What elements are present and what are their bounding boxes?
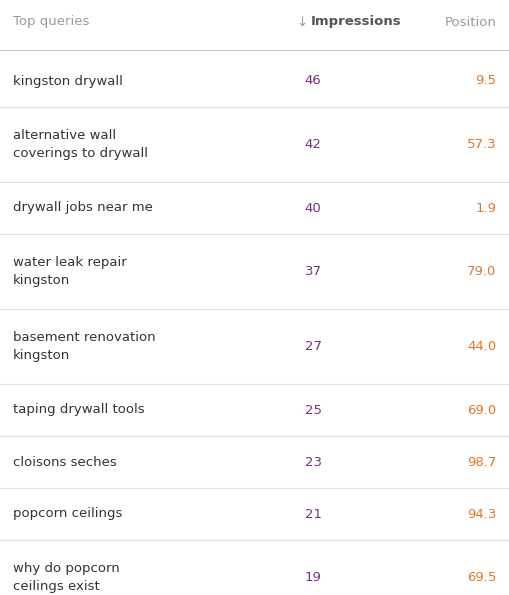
Text: 37: 37 [304,265,322,278]
Text: 79.0: 79.0 [467,265,496,278]
Text: water leak repair
kingston: water leak repair kingston [13,256,126,287]
Text: 27: 27 [304,340,322,353]
Text: 42: 42 [304,138,322,151]
Text: Impressions: Impressions [311,15,402,29]
Text: 19: 19 [304,571,322,584]
Text: 57.3: 57.3 [467,138,496,151]
Text: 9.5: 9.5 [475,74,496,87]
Text: alternative wall
coverings to drywall: alternative wall coverings to drywall [13,129,148,160]
Text: Position: Position [444,15,496,29]
Text: 44.0: 44.0 [467,340,496,353]
Text: 46: 46 [305,74,321,87]
Text: why do popcorn
ceilings exist: why do popcorn ceilings exist [13,562,120,593]
Text: basement renovation
kingston: basement renovation kingston [13,331,155,362]
Text: 25: 25 [304,403,322,416]
Text: 23: 23 [304,456,322,468]
Text: popcorn ceilings: popcorn ceilings [13,508,122,521]
Text: 1.9: 1.9 [475,202,496,215]
Text: Top queries: Top queries [13,15,89,29]
Text: drywall jobs near me: drywall jobs near me [13,202,153,215]
Text: 94.3: 94.3 [467,508,496,521]
Text: taping drywall tools: taping drywall tools [13,403,145,416]
Text: 69.0: 69.0 [467,403,496,416]
Text: kingston drywall: kingston drywall [13,74,123,87]
Text: 98.7: 98.7 [467,456,496,468]
Text: 40: 40 [305,202,321,215]
Text: 69.5: 69.5 [467,571,496,584]
Text: 21: 21 [304,508,322,521]
Text: ↓: ↓ [296,15,307,29]
Text: cloisons seches: cloisons seches [13,456,117,468]
